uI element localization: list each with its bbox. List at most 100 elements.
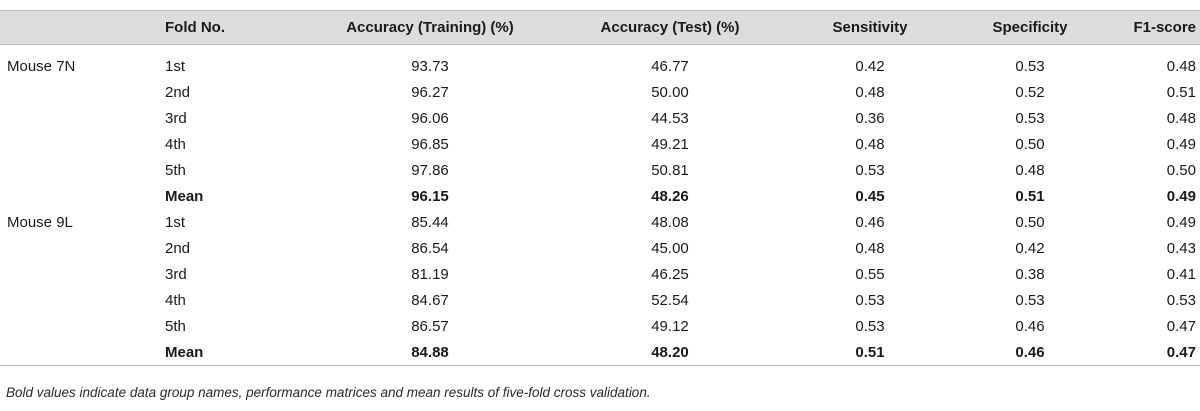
fold-cell: 1st: [165, 57, 186, 75]
fold-cell: Mean: [165, 187, 204, 205]
sensitivity-cell: 0.55: [855, 265, 885, 283]
sensitivity-cell: 0.53: [855, 161, 885, 179]
group-name-cell: [0, 339, 165, 366]
table-row: 3rd 81.19 46.25 0.55 0.38 0.41: [0, 261, 1200, 287]
table-row: Mean 96.15 48.26 0.45 0.51 0.49: [0, 183, 1200, 209]
header-acc-test: Accuracy (Test) (%): [555, 10, 785, 45]
fold-cell: 3rd: [165, 265, 187, 283]
header-fold: Fold No.: [165, 10, 305, 45]
specificity-cell: 0.46: [955, 339, 1105, 366]
specificity-cell: 0.48: [1015, 161, 1045, 179]
group-name-cell: [0, 79, 165, 105]
group-name-cell: [0, 287, 165, 313]
header-acc-train: Accuracy (Training) (%): [305, 10, 555, 45]
f1-cell: 0.41: [1166, 265, 1196, 283]
acc-train-cell: 85.44: [411, 213, 449, 231]
acc-test-cell: 48.20: [555, 339, 785, 366]
specificity-cell: 0.38: [1015, 265, 1045, 283]
specificity-cell: 0.51: [1015, 187, 1045, 205]
f1-cell: 0.43: [1166, 239, 1196, 257]
acc-test-cell: 48.26: [651, 187, 689, 205]
specificity-cell: 0.52: [1015, 83, 1045, 101]
header-f1: F1-score: [1105, 10, 1200, 45]
f1-cell: 0.49: [1166, 135, 1196, 153]
table-row: Mean 84.88 48.20 0.51 0.46 0.47: [0, 339, 1200, 366]
acc-test-cell: 44.53: [651, 109, 689, 127]
f1-cell: 0.47: [1105, 339, 1200, 366]
specificity-cell: 0.46: [1015, 317, 1045, 335]
f1-cell: 0.47: [1166, 317, 1196, 335]
f1-cell: 0.48: [1166, 109, 1196, 127]
acc-train-cell: 96.15: [411, 187, 449, 205]
acc-test-cell: 46.25: [651, 265, 689, 283]
acc-train-cell: 86.57: [411, 317, 449, 335]
acc-train-cell: 84.88: [305, 339, 555, 366]
acc-test-cell: 48.08: [651, 213, 689, 231]
group-name-cell: Mouse 7N: [7, 57, 76, 75]
specificity-cell: 0.53: [1015, 291, 1045, 309]
f1-cell: 0.53: [1166, 291, 1196, 309]
f1-cell: 0.49: [1166, 213, 1196, 231]
footnote: Bold values indicate data group names, p…: [6, 385, 651, 400]
acc-test-cell: 50.00: [651, 83, 689, 101]
acc-train-cell: 97.86: [411, 161, 449, 179]
fold-cell: 3rd: [165, 109, 187, 127]
table-row: 4th 96.85 49.21 0.48 0.50 0.49: [0, 131, 1200, 157]
acc-test-cell: 45.00: [651, 239, 689, 257]
group-name-cell: [0, 105, 165, 131]
sensitivity-cell: 0.45: [855, 187, 885, 205]
table-row: Mouse 9L 1st 85.44 48.08 0.46 0.50 0.49: [0, 209, 1200, 235]
f1-cell: 0.49: [1166, 187, 1196, 205]
specificity-cell: 0.50: [1015, 135, 1045, 153]
group-name-cell: [0, 131, 165, 157]
acc-train-cell: 96.27: [411, 83, 449, 101]
f1-cell: 0.51: [1166, 83, 1196, 101]
header-row: Fold No. Accuracy (Training) (%) Accurac…: [0, 10, 1200, 45]
sensitivity-cell: 0.36: [855, 109, 885, 127]
group-name-cell: [0, 261, 165, 287]
table-row: 2nd 96.27 50.00 0.48 0.52 0.51: [0, 79, 1200, 105]
acc-train-cell: 96.06: [411, 109, 449, 127]
table-row: 5th 86.57 49.12 0.53 0.46 0.47: [0, 313, 1200, 339]
fold-cell: 2nd: [165, 83, 191, 101]
table-row: 5th 97.86 50.81 0.53 0.48 0.50: [0, 157, 1200, 183]
table-row: 4th 84.67 52.54 0.53 0.53 0.53: [0, 287, 1200, 313]
acc-test-cell: 49.21: [651, 135, 689, 153]
group-name-cell: Mouse 9L: [7, 213, 73, 231]
sensitivity-cell: 0.48: [855, 83, 885, 101]
fold-cell: 1st: [165, 213, 186, 231]
group-name-cell: [0, 313, 165, 339]
group-name-cell: [0, 183, 165, 209]
fold-cell: Mean: [165, 339, 305, 366]
sensitivity-cell: 0.53: [855, 291, 885, 309]
acc-test-cell: 52.54: [651, 291, 689, 309]
specificity-cell: 0.50: [1015, 213, 1045, 231]
sensitivity-cell: 0.53: [855, 317, 885, 335]
specificity-cell: 0.42: [1015, 239, 1045, 257]
sensitivity-cell: 0.42: [855, 57, 885, 75]
sensitivity-cell: 0.46: [855, 213, 885, 231]
acc-test-cell: 49.12: [651, 317, 689, 335]
table-body: Mouse 7N 1st 93.73 46.77 0.42 0.53 0.48 2nd 96.2…: [0, 45, 1200, 366]
acc-test-cell: 46.77: [651, 57, 689, 75]
table-row: 2nd 86.54 45.00 0.48 0.42 0.43: [0, 235, 1200, 261]
fold-cell: 5th: [165, 161, 186, 179]
specificity-cell: 0.53: [1015, 109, 1045, 127]
acc-train-cell: 81.19: [411, 265, 449, 283]
header-group: [0, 10, 165, 45]
sensitivity-cell: 0.48: [855, 135, 885, 153]
header-specificity: Specificity: [955, 10, 1105, 45]
sensitivity-cell: 0.48: [855, 239, 885, 257]
f1-cell: 0.48: [1166, 57, 1196, 75]
acc-train-cell: 93.73: [411, 57, 449, 75]
results-table: Fold No. Accuracy (Training) (%) Accurac…: [0, 10, 1200, 366]
group-name-cell: [0, 235, 165, 261]
header-sensitivity: Sensitivity: [785, 10, 955, 45]
group-name-cell: [0, 157, 165, 183]
table-row: 3rd 96.06 44.53 0.36 0.53 0.48: [0, 105, 1200, 131]
acc-test-cell: 50.81: [651, 161, 689, 179]
fold-cell: 4th: [165, 135, 186, 153]
specificity-cell: 0.53: [1015, 57, 1045, 75]
sensitivity-cell: 0.51: [785, 339, 955, 366]
